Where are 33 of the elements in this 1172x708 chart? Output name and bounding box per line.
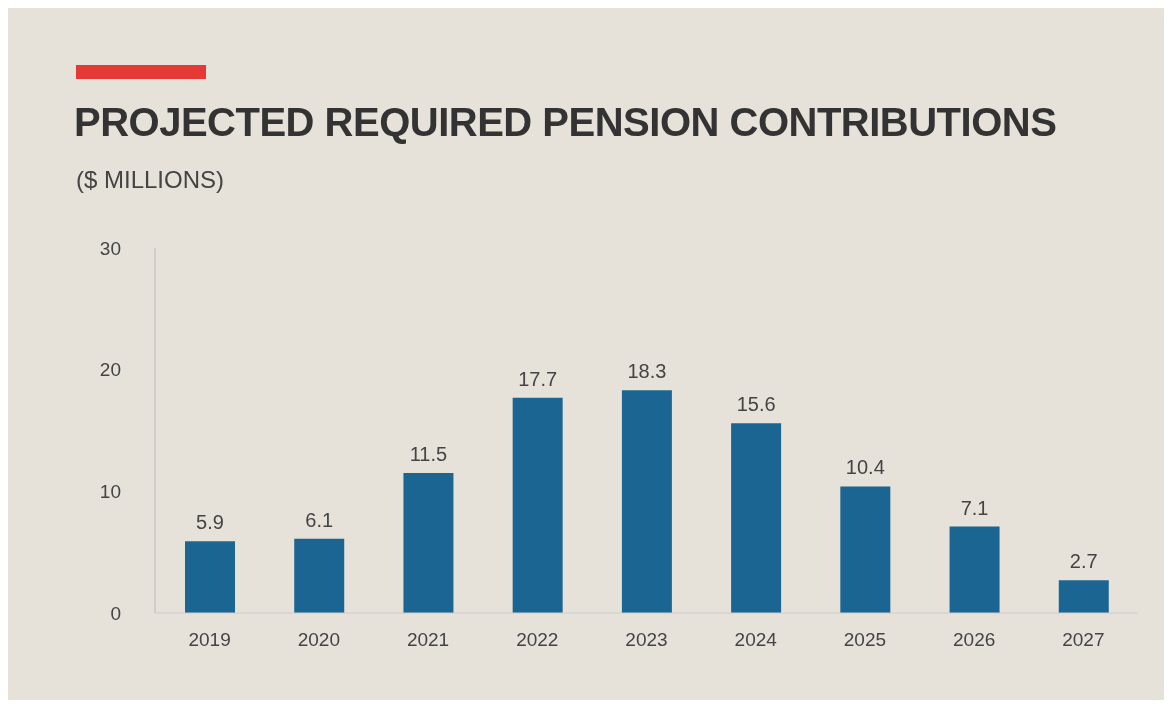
y-tick-label: 10 — [99, 481, 121, 503]
y-tick-label: 30 — [99, 237, 121, 259]
bar — [1058, 580, 1109, 613]
x-tick-label: 2026 — [953, 629, 996, 651]
x-tick-label: 2019 — [188, 629, 231, 651]
x-tick-label: 2025 — [843, 629, 887, 651]
x-tick-label: 2024 — [734, 629, 778, 651]
data-label: 5.9 — [196, 511, 224, 534]
bar — [949, 526, 1000, 613]
y-tick-label: 0 — [110, 602, 121, 624]
data-label: 10.4 — [845, 456, 885, 479]
x-tick-label: 2020 — [297, 629, 340, 651]
y-tick-label: 20 — [99, 359, 121, 381]
bar — [294, 538, 345, 613]
chart-title: PROJECTED REQUIRED PENSION CONTRIBUTIONS — [74, 100, 1057, 145]
x-tick-label: 2022 — [516, 629, 559, 651]
data-label: 18.3 — [627, 360, 667, 383]
data-label: 17.7 — [518, 367, 558, 390]
bar — [185, 541, 235, 613]
bar — [512, 397, 563, 613]
data-label: 6.1 — [305, 508, 334, 531]
x-tick-label: 2021 — [406, 629, 450, 651]
x-tick-label: 2027 — [1062, 629, 1105, 651]
bar — [731, 423, 782, 613]
chart-subtitle: ($ MILLIONS) — [76, 166, 225, 194]
data-label: 15.6 — [736, 393, 776, 416]
bar — [621, 390, 672, 613]
bar — [403, 473, 454, 613]
x-tick-label: 2023 — [625, 629, 668, 651]
data-label: 11.5 — [409, 443, 448, 466]
bar — [840, 486, 891, 613]
data-label: 2.7 — [1069, 550, 1098, 573]
data-label: 7.1 — [960, 496, 989, 519]
